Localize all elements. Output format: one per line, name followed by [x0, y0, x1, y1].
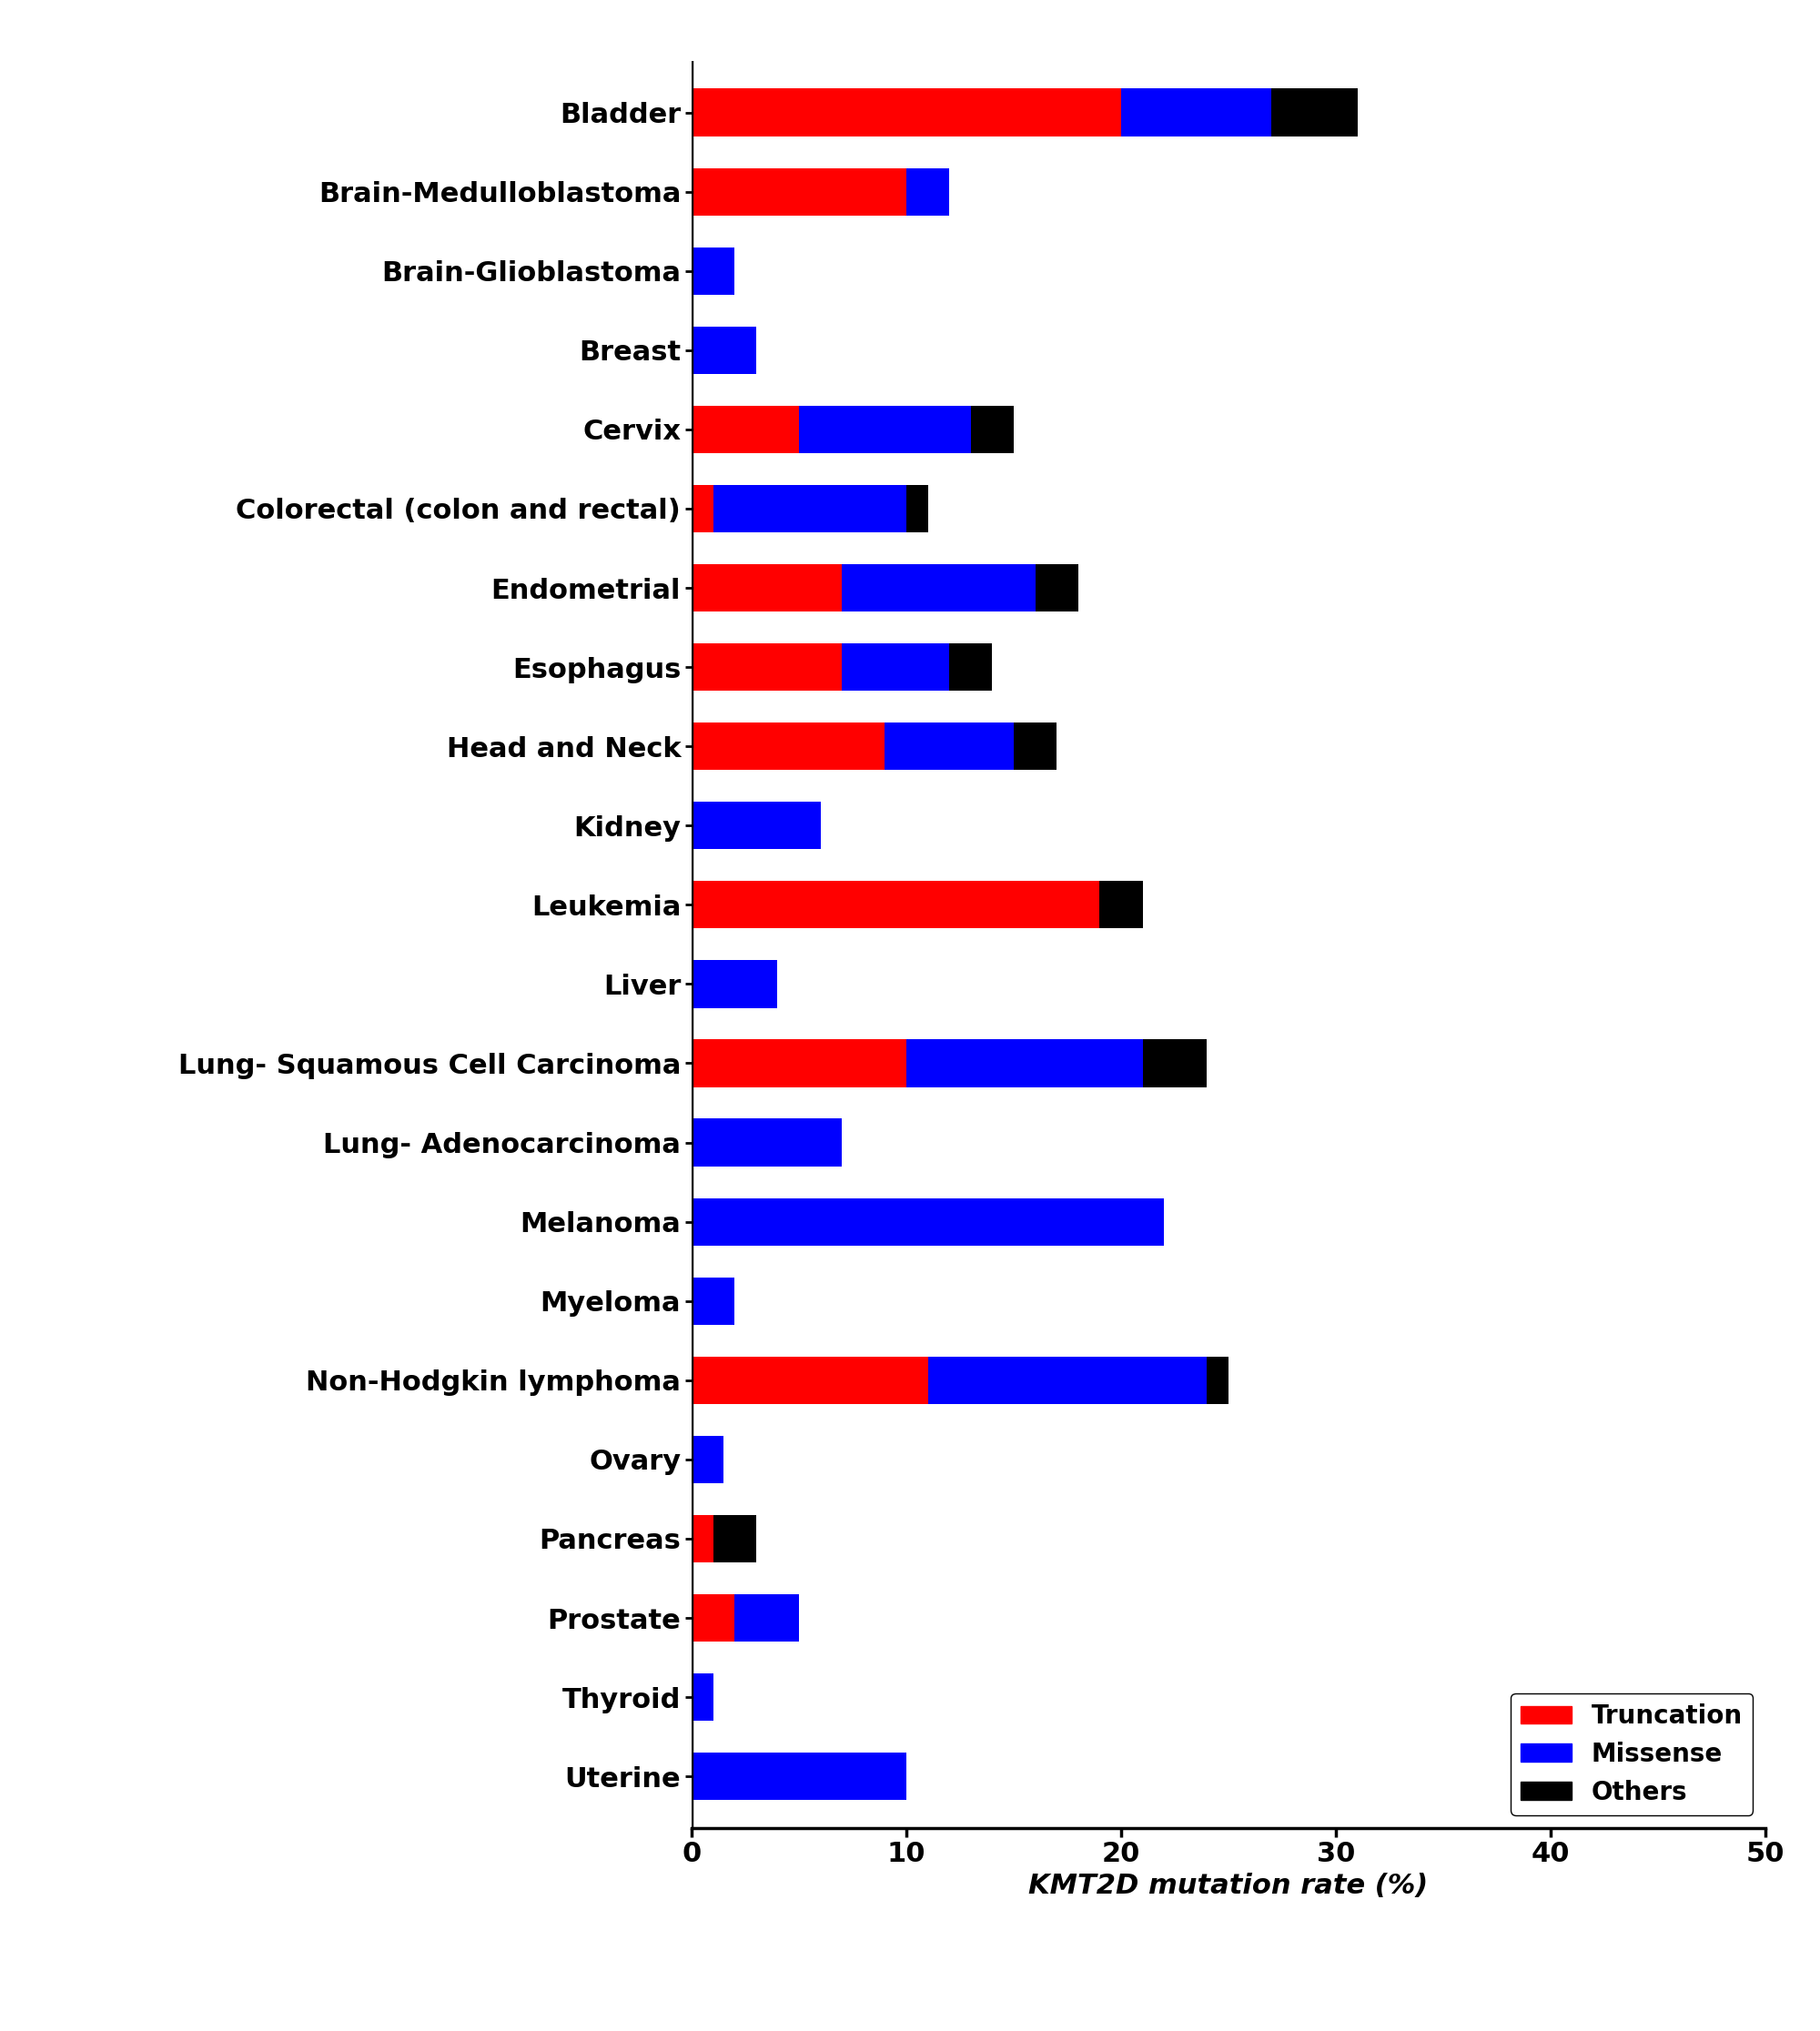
Bar	[1099, 881, 1143, 928]
Bar	[1014, 723, 1057, 770]
Bar	[692, 169, 906, 215]
Bar	[906, 485, 928, 532]
Bar	[692, 802, 821, 849]
Bar	[735, 1594, 799, 1641]
Bar	[692, 565, 843, 611]
Bar	[799, 406, 970, 453]
Bar	[692, 961, 777, 1007]
Bar	[713, 485, 906, 532]
Bar	[692, 1594, 735, 1641]
Bar	[843, 644, 950, 691]
Bar	[692, 89, 1121, 136]
Bar	[692, 1515, 713, 1562]
Bar	[1121, 89, 1272, 136]
Bar	[885, 723, 1014, 770]
Bar	[843, 565, 1036, 611]
Bar	[970, 406, 1014, 453]
Bar	[692, 485, 713, 532]
Bar	[1207, 1357, 1228, 1403]
Bar	[692, 1674, 713, 1720]
Bar	[692, 248, 735, 294]
Bar	[692, 1357, 928, 1403]
Bar	[692, 1753, 906, 1799]
Bar	[692, 881, 1099, 928]
Bar	[1143, 1040, 1207, 1087]
Bar	[692, 406, 799, 453]
Bar	[692, 1198, 1165, 1245]
Bar	[906, 169, 950, 215]
Bar	[692, 644, 843, 691]
Bar	[692, 1040, 906, 1087]
Bar	[692, 327, 755, 374]
Bar	[950, 644, 992, 691]
Bar	[1272, 89, 1358, 136]
Bar	[928, 1357, 1207, 1403]
Bar	[1036, 565, 1077, 611]
Bar	[692, 1436, 724, 1483]
Bar	[692, 723, 885, 770]
X-axis label: KMT2D mutation rate (%): KMT2D mutation rate (%)	[1028, 1873, 1429, 1899]
Bar	[713, 1515, 755, 1562]
Bar	[906, 1040, 1143, 1087]
Bar	[692, 1119, 843, 1166]
Legend: Truncation, Missense, Others: Truncation, Missense, Others	[1511, 1694, 1753, 1816]
Bar	[692, 1277, 735, 1324]
